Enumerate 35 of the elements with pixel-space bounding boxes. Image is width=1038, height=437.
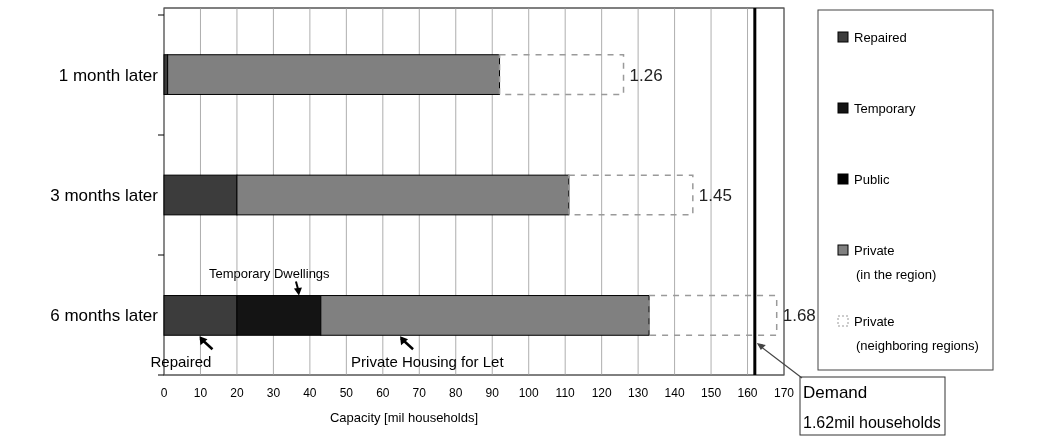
x-tick-label: 110	[555, 386, 576, 400]
legend-label: Temporary	[854, 101, 916, 116]
legend-label: Private (in the region)	[854, 243, 937, 282]
annotation: 1.68	[782, 306, 816, 326]
annotation: Private Housing for Let	[351, 353, 505, 370]
x-tick-label: 90	[485, 386, 500, 400]
x-tick-label: 160	[737, 386, 758, 400]
annotation: Temporary Dwellings	[208, 265, 331, 281]
x-tick-label: 60	[376, 386, 390, 400]
x-tick-label: 70	[412, 386, 427, 400]
legend-label: Public	[854, 172, 890, 187]
x-tick-label: 120	[591, 386, 612, 400]
y-tick-label: 6 months later	[50, 306, 159, 326]
x-tick-label: 30	[266, 386, 281, 400]
annotation: Repaired	[150, 353, 212, 370]
x-tick-label: 50	[339, 386, 354, 400]
y-tick-label: 1 month later	[58, 65, 159, 85]
x-tick-label: 20	[230, 386, 244, 400]
x-tick-label: 10	[193, 386, 208, 400]
legend-label: Repaired	[854, 30, 907, 45]
x-tick-label: 80	[449, 386, 463, 400]
x-tick-label: 0	[160, 386, 168, 400]
y-tick-label: 3 months later	[50, 186, 159, 205]
annotation: 1.45	[698, 186, 732, 205]
legend-label: Private (neighboring regions)	[854, 314, 979, 353]
bar	[167, 54, 501, 95]
x-tick-label: 140	[664, 386, 685, 400]
x-tick-label: 100	[518, 386, 540, 400]
annotation: 1.26	[629, 65, 663, 85]
x-axis-title: Capacity [mil households]	[329, 410, 479, 425]
x-tick-label: 170	[773, 386, 795, 400]
x-tick-label: 150	[701, 386, 722, 400]
x-tick-label: 130	[628, 386, 649, 400]
ref-line-label: Demand 1.62mil households	[803, 383, 941, 431]
x-tick-label: 40	[303, 386, 317, 400]
